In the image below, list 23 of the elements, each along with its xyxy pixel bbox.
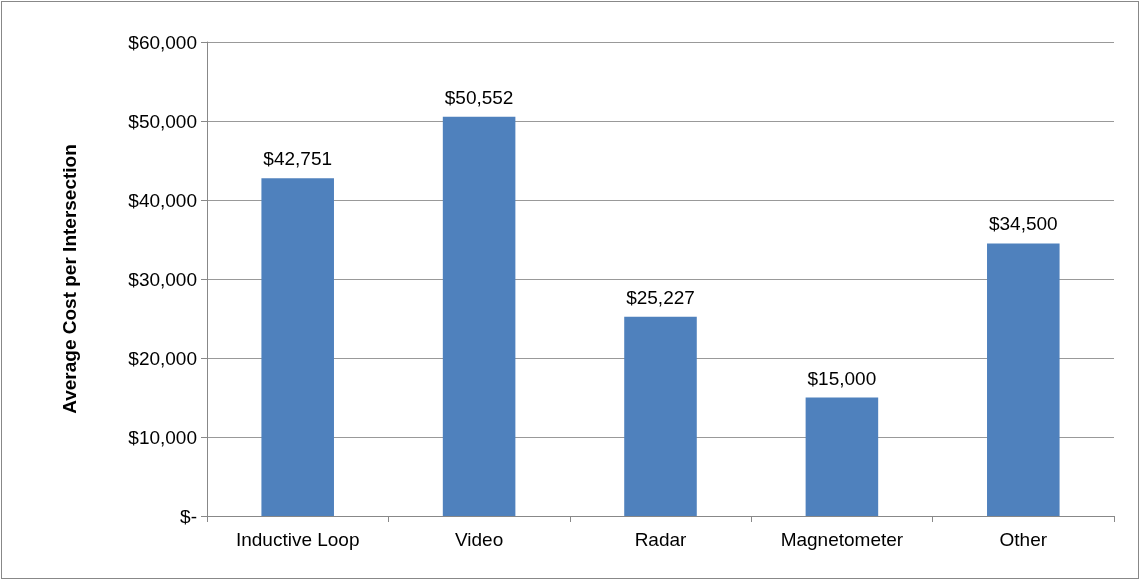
y-tick-label: $60,000 <box>128 31 197 53</box>
y-tick-label: $50,000 <box>128 110 197 132</box>
y-tick-label: $20,000 <box>128 347 197 369</box>
bar <box>261 178 334 516</box>
x-tick-label: Other <box>999 529 1048 550</box>
data-label: $42,751 <box>263 148 333 170</box>
bar <box>624 316 697 516</box>
x-tick-label: Radar <box>634 529 688 550</box>
data-label: $25,227 <box>626 286 695 308</box>
y-tick-label: $- <box>180 505 197 527</box>
x-tick-label: Video <box>454 529 504 550</box>
x-tick-label: Inductive Loop <box>235 529 360 550</box>
y-tick-label: $30,000 <box>128 268 197 290</box>
data-label: $50,552 <box>444 86 514 108</box>
y-axis-title: Average Cost per Intersection <box>59 144 80 414</box>
data-label: $15,000 <box>807 367 877 389</box>
bar <box>805 397 879 516</box>
y-tick-label: $40,000 <box>128 189 197 211</box>
bar <box>987 243 1060 516</box>
y-tick-label: $10,000 <box>128 426 197 448</box>
x-tick-label: Magnetometer <box>780 529 904 550</box>
bar <box>442 116 516 516</box>
data-label: $34,500 <box>988 213 1058 235</box>
